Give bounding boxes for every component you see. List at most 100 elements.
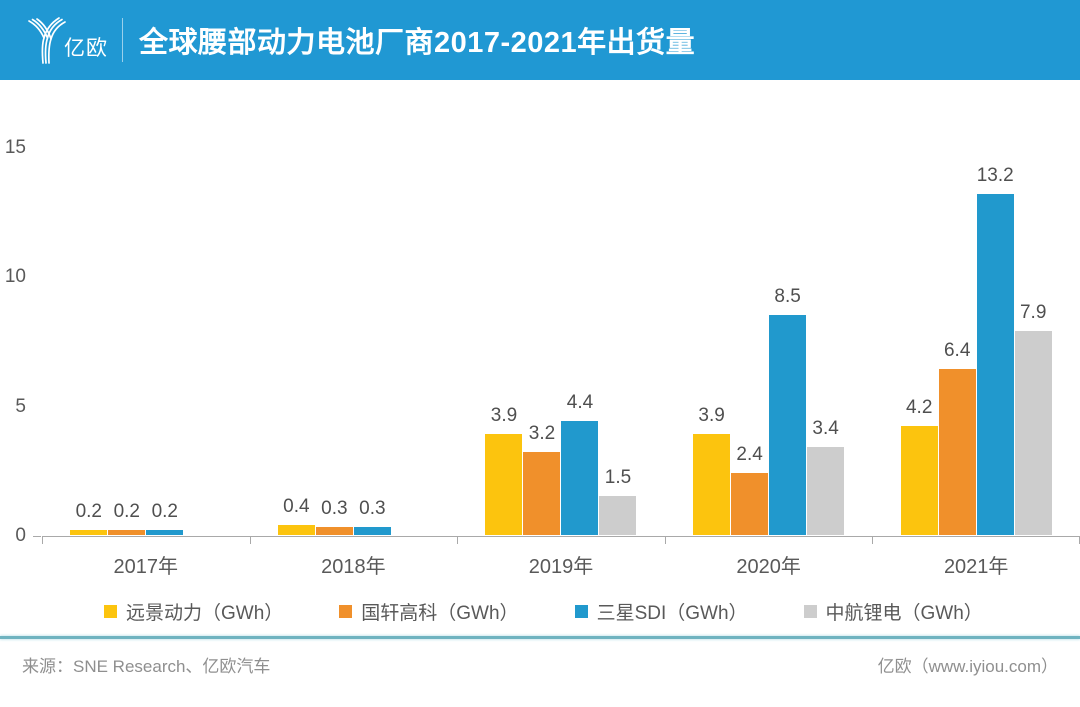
x-axis-tick: [42, 536, 43, 544]
bar-slot: 2.4: [731, 444, 769, 535]
x-axis-tick: [249, 536, 251, 544]
bar-value-label: 3.9: [490, 405, 518, 426]
page-title: 全球腰部动力电池厂商2017-2021年出货量: [139, 27, 696, 59]
y-axis-tick-label: 10: [4, 266, 26, 288]
legend-label: 远景动力（GWh）: [126, 603, 284, 624]
bar-slot: 8.5: [769, 286, 807, 535]
bar-value-label: 7.9: [1019, 302, 1047, 323]
x-axis-tick: [457, 536, 459, 544]
bar: [70, 530, 108, 535]
bar-value-label: 3.4: [812, 418, 839, 439]
y-axis-tick-label: 5: [15, 395, 26, 417]
bar-slot: 13.2: [976, 165, 1014, 535]
bar-value-label: 13.2: [976, 165, 1014, 186]
legend-item: 远景动力（GWh）: [104, 598, 283, 625]
y-axis-tick-label: 0: [15, 525, 26, 546]
bar: [769, 315, 807, 535]
footer: 来源：SNE Research、亿欧汽车 亿欧（www.iyiou.com）: [22, 652, 1058, 677]
bar: [561, 421, 599, 535]
bar: [976, 194, 1014, 535]
y-zero-tick: [33, 536, 41, 537]
bar-value-label: 0.2: [75, 501, 102, 522]
bar-value-label: 3.9: [698, 405, 725, 426]
source-note: 来源：SNE Research、亿欧汽车: [22, 657, 271, 676]
bar-slot: 3.4: [807, 418, 845, 535]
bar-value-label: 4.2: [905, 397, 933, 418]
bar-slot: 6.4: [938, 340, 976, 535]
x-axis-tick: [664, 536, 666, 544]
legend-swatch-icon: [339, 605, 353, 618]
bar-group-2020年: 3.9 2.4 8.5 3.4: [665, 286, 873, 535]
x-axis-category-label: 2017年: [113, 556, 179, 578]
x-axis-category-label: 2020年: [736, 556, 801, 578]
legend-item: 三星SDI（GWh）: [574, 598, 748, 625]
bar-slot: 4.4: [561, 392, 599, 535]
bar-slot: 3.9: [693, 405, 731, 535]
bar-value-label: 0.3: [359, 498, 386, 519]
legend-label: 三星SDI（GWh）: [596, 603, 748, 624]
legend-label: 国轩高科（GWh）: [361, 603, 519, 624]
bar-slot: 0.4: [277, 496, 315, 535]
bar-value-label: 6.4: [943, 340, 971, 361]
bar-slot: 0.2: [108, 501, 146, 535]
bar-chart: 0 5 10 15 0.2 0.2 0.2 0.4 0.3 0.3 3.9 3.2 4.4 1.5 3.9…: [0, 80, 1080, 707]
bar-value-label: 0.2: [113, 501, 140, 522]
x-axis-category-label: 2018年: [321, 556, 386, 578]
bar: [353, 527, 391, 535]
bar-slot: 1.5: [599, 467, 637, 535]
bar: [485, 434, 523, 535]
header-divider: [122, 18, 123, 62]
bar: [693, 434, 731, 535]
header-banner: 亿欧 全球腰部动力电池厂商2017-2021年出货量: [0, 0, 1080, 80]
bar: [731, 473, 769, 535]
brand-site-note: 亿欧（www.iyiou.com）: [877, 657, 1058, 676]
bar-value-label: 8.5: [774, 286, 801, 307]
bar: [277, 525, 315, 535]
x-axis-category-label: 2021年: [943, 556, 1009, 578]
bar: [1014, 331, 1052, 535]
bar-group-2018年: 0.4 0.3 0.3: [250, 496, 458, 535]
bar-slot: 0.2: [146, 501, 184, 535]
bar-value-label: 4.4: [566, 392, 594, 413]
bar: [599, 496, 637, 535]
bar-value-label: 0.2: [151, 501, 178, 522]
y-axis-tick-label: 15: [4, 137, 26, 158]
bar: [523, 452, 561, 535]
bar-value-label: 2.4: [736, 444, 763, 465]
footer-divider-line: [0, 636, 1080, 639]
x-axis-category-label: 2019年: [528, 556, 594, 578]
bar-slot: 0.2: [70, 501, 108, 535]
legend-label: 中航锂电（GWh）: [825, 603, 983, 624]
iyiou-logo: 亿欧: [24, 14, 108, 66]
bar-slot: 3.9: [485, 405, 523, 535]
bar-slot: 0.3: [353, 498, 391, 535]
x-axis-line: [42, 536, 1080, 537]
legend-swatch-icon: [104, 605, 117, 618]
bar-slot: 3.2: [523, 423, 561, 535]
bar: [146, 530, 184, 535]
bar-slot: 7.9: [1014, 302, 1052, 535]
chart-legend: 远景动力（GWh） 国轩高科（GWh） 三星SDI（GWh） 中航锂电（GWh）: [104, 598, 983, 625]
bar-group-2017年: 0.2 0.2 0.2: [42, 501, 250, 535]
bar-slot: 0.3: [315, 498, 353, 535]
bar-value-label: 3.2: [528, 423, 556, 444]
bar: [108, 530, 146, 535]
legend-swatch-icon: [803, 605, 817, 618]
x-axis-tick: [872, 536, 874, 544]
bar-group-2019年: 3.9 3.2 4.4 1.5: [457, 392, 665, 535]
plot-area: 0.2 0.2 0.2 0.4 0.3 0.3 3.9 3.2 4.4 1.5 3.9 2.4 8.5 3…: [42, 80, 1080, 536]
iyiou-logo-text: 亿欧: [64, 37, 108, 60]
bar: [938, 369, 976, 535]
legend-item: 国轩高科（GWh）: [339, 598, 519, 625]
bar-slot: 4.2: [900, 397, 938, 535]
bar-group-2021年: 4.2 6.4 13.2 7.9: [872, 165, 1080, 535]
iyiou-logo-icon: [28, 17, 66, 64]
bar: [807, 447, 845, 535]
bar-value-label: 0.4: [283, 496, 310, 517]
bar: [315, 527, 353, 535]
bar: [900, 426, 938, 535]
bar-value-label: 1.5: [604, 467, 632, 488]
legend-item: 中航锂电（GWh）: [803, 598, 983, 625]
legend-swatch-icon: [574, 605, 588, 618]
